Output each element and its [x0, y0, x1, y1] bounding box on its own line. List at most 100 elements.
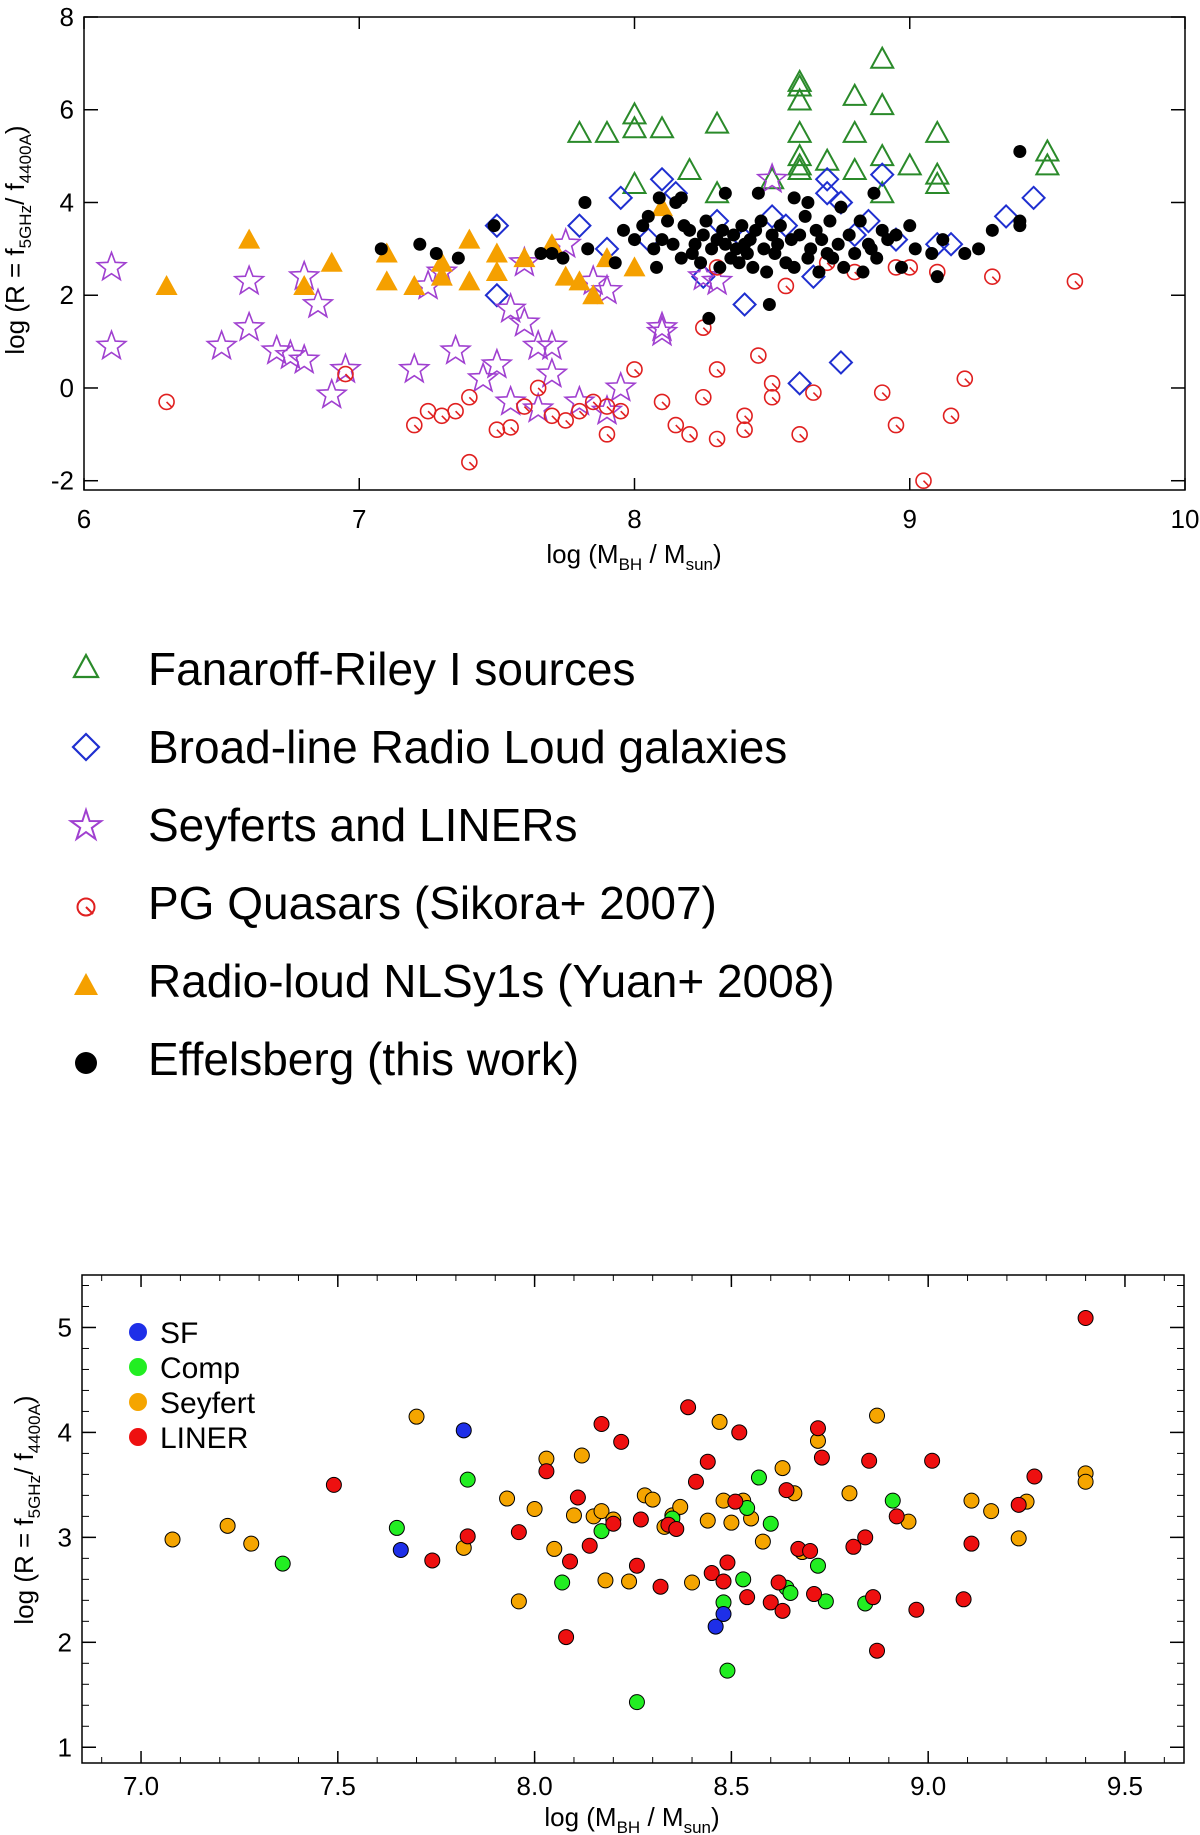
liner-legend-dot-icon — [129, 1428, 147, 1446]
nlsy1-point — [430, 265, 453, 286]
fr1-point — [786, 73, 813, 97]
liner-point — [739, 1589, 756, 1606]
nlsy1-point — [513, 247, 536, 268]
comp-point — [459, 1471, 476, 1488]
sf-point — [455, 1422, 472, 1439]
effelsberg-point — [925, 247, 939, 260]
liner-point — [774, 1602, 791, 1619]
fr1-point — [814, 147, 840, 171]
x-tick-label: 7.0 — [123, 1771, 159, 1801]
chart-top-points — [95, 45, 1084, 490]
pg-quasar-point-tail — [427, 410, 435, 418]
pg-quasar-point-tail — [716, 368, 724, 376]
fr1-point — [897, 152, 923, 176]
comp-point — [719, 1662, 736, 1679]
seyfert-legend-label: Seyfert — [160, 1387, 256, 1420]
effelsberg-point — [616, 223, 630, 237]
pg-quasar-point — [667, 416, 685, 434]
pg-quasar-point-tail — [510, 426, 517, 434]
effelsberg-point — [628, 233, 641, 247]
seyfert-liner-point — [645, 310, 679, 342]
seyfert-point — [841, 1485, 858, 1502]
seyfert-point — [963, 1492, 980, 1509]
chart-bottom-frame — [81, 1274, 1185, 1764]
effelsberg-point — [694, 256, 708, 270]
effelsberg-point — [650, 260, 664, 274]
comp-point — [817, 1593, 834, 1610]
pg-quasar-point-tail — [578, 410, 586, 418]
effelsberg-point — [1013, 219, 1027, 233]
y-tick-label: 2 — [58, 1627, 72, 1657]
chart-bottom-y-axis-label: log (R = f5GHz/ f4400A) — [9, 1395, 44, 1624]
effelsberg-point — [894, 260, 908, 274]
effelsberg-point — [751, 186, 765, 200]
nlsy1-point — [458, 270, 481, 291]
pg-quasar-point-tail — [166, 401, 173, 408]
seyfert-liner-point — [645, 315, 679, 347]
pg-quasar-point-tail — [771, 382, 779, 390]
fr1-point — [842, 82, 868, 106]
seyfert-point — [597, 1572, 614, 1589]
fr1-point — [649, 115, 675, 139]
effelsberg-point — [732, 256, 746, 270]
effelsberg-point — [487, 219, 501, 233]
pg-quasar-point — [915, 472, 932, 490]
pg-quasar-point — [736, 421, 753, 439]
seyfert-liner-point — [755, 162, 789, 194]
comp-point — [274, 1555, 291, 1572]
liner-point — [731, 1424, 748, 1441]
y-tick-label: 8 — [60, 2, 74, 32]
seyfert-liner-point — [274, 338, 307, 370]
effelsberg-point — [793, 228, 807, 242]
fr1-point — [786, 143, 813, 167]
pg-quasar-point-tail — [455, 410, 462, 418]
seyfert-liner-point — [604, 370, 638, 402]
pg-quasar-point — [447, 402, 464, 420]
pg-quasar-point — [1066, 273, 1084, 290]
effelsberg-point — [798, 209, 812, 223]
pg-quasar-point-tail — [716, 438, 724, 446]
pg-quasar-point — [736, 407, 753, 425]
effelsberg-point — [908, 242, 922, 256]
effelsberg-point — [771, 237, 785, 251]
seyfert-point — [593, 1503, 610, 1520]
liner-point — [719, 1554, 736, 1571]
fr1-point — [759, 166, 785, 190]
seyfert-point — [983, 1503, 1000, 1520]
pg-quasar-point — [956, 370, 974, 388]
effelsberg-point — [831, 237, 845, 251]
seyfert-liner-point — [494, 291, 528, 324]
fr1-point — [676, 156, 703, 181]
seyfert-point — [869, 1407, 886, 1424]
pg-quasar-point-tail — [895, 424, 903, 432]
effelsberg-point — [727, 228, 741, 242]
chart-top-ticks: 6 7 8 9 10 -2 0 2 4 6 8 — [51, 2, 1200, 534]
seyfert-liner-point — [563, 384, 596, 416]
seyfert-liner-point — [397, 352, 431, 384]
nlsy1-point — [485, 261, 508, 282]
effelsberg-point — [889, 228, 903, 242]
pg-quasar-point-tail — [592, 401, 600, 408]
pg-quasar-point-tail — [565, 419, 572, 427]
fr1-point — [786, 119, 813, 143]
seyfert-liner-point — [301, 287, 335, 319]
seyfert-point — [573, 1447, 590, 1464]
pg-quasar-point-tail — [757, 354, 765, 362]
nlsy1-point — [651, 196, 674, 217]
liner-point — [762, 1594, 779, 1611]
seyfert-liner-point — [232, 310, 266, 342]
blrg-point — [484, 282, 510, 308]
liner-point — [813, 1449, 830, 1466]
effelsberg-point — [837, 260, 851, 274]
effelsberg-point — [534, 247, 548, 260]
legend-open-diamond-icon — [71, 732, 101, 762]
pg-quasar-point — [708, 430, 726, 448]
seyfert-liner-point — [95, 250, 128, 282]
legend-label-fr1: Fanaroff-Riley I sources — [148, 643, 635, 695]
liner-point — [569, 1489, 586, 1506]
x-tick-label: 10 — [1171, 504, 1200, 534]
fr1-point — [621, 170, 648, 194]
nlsy1-point — [540, 233, 563, 254]
effelsberg-point — [754, 214, 768, 228]
